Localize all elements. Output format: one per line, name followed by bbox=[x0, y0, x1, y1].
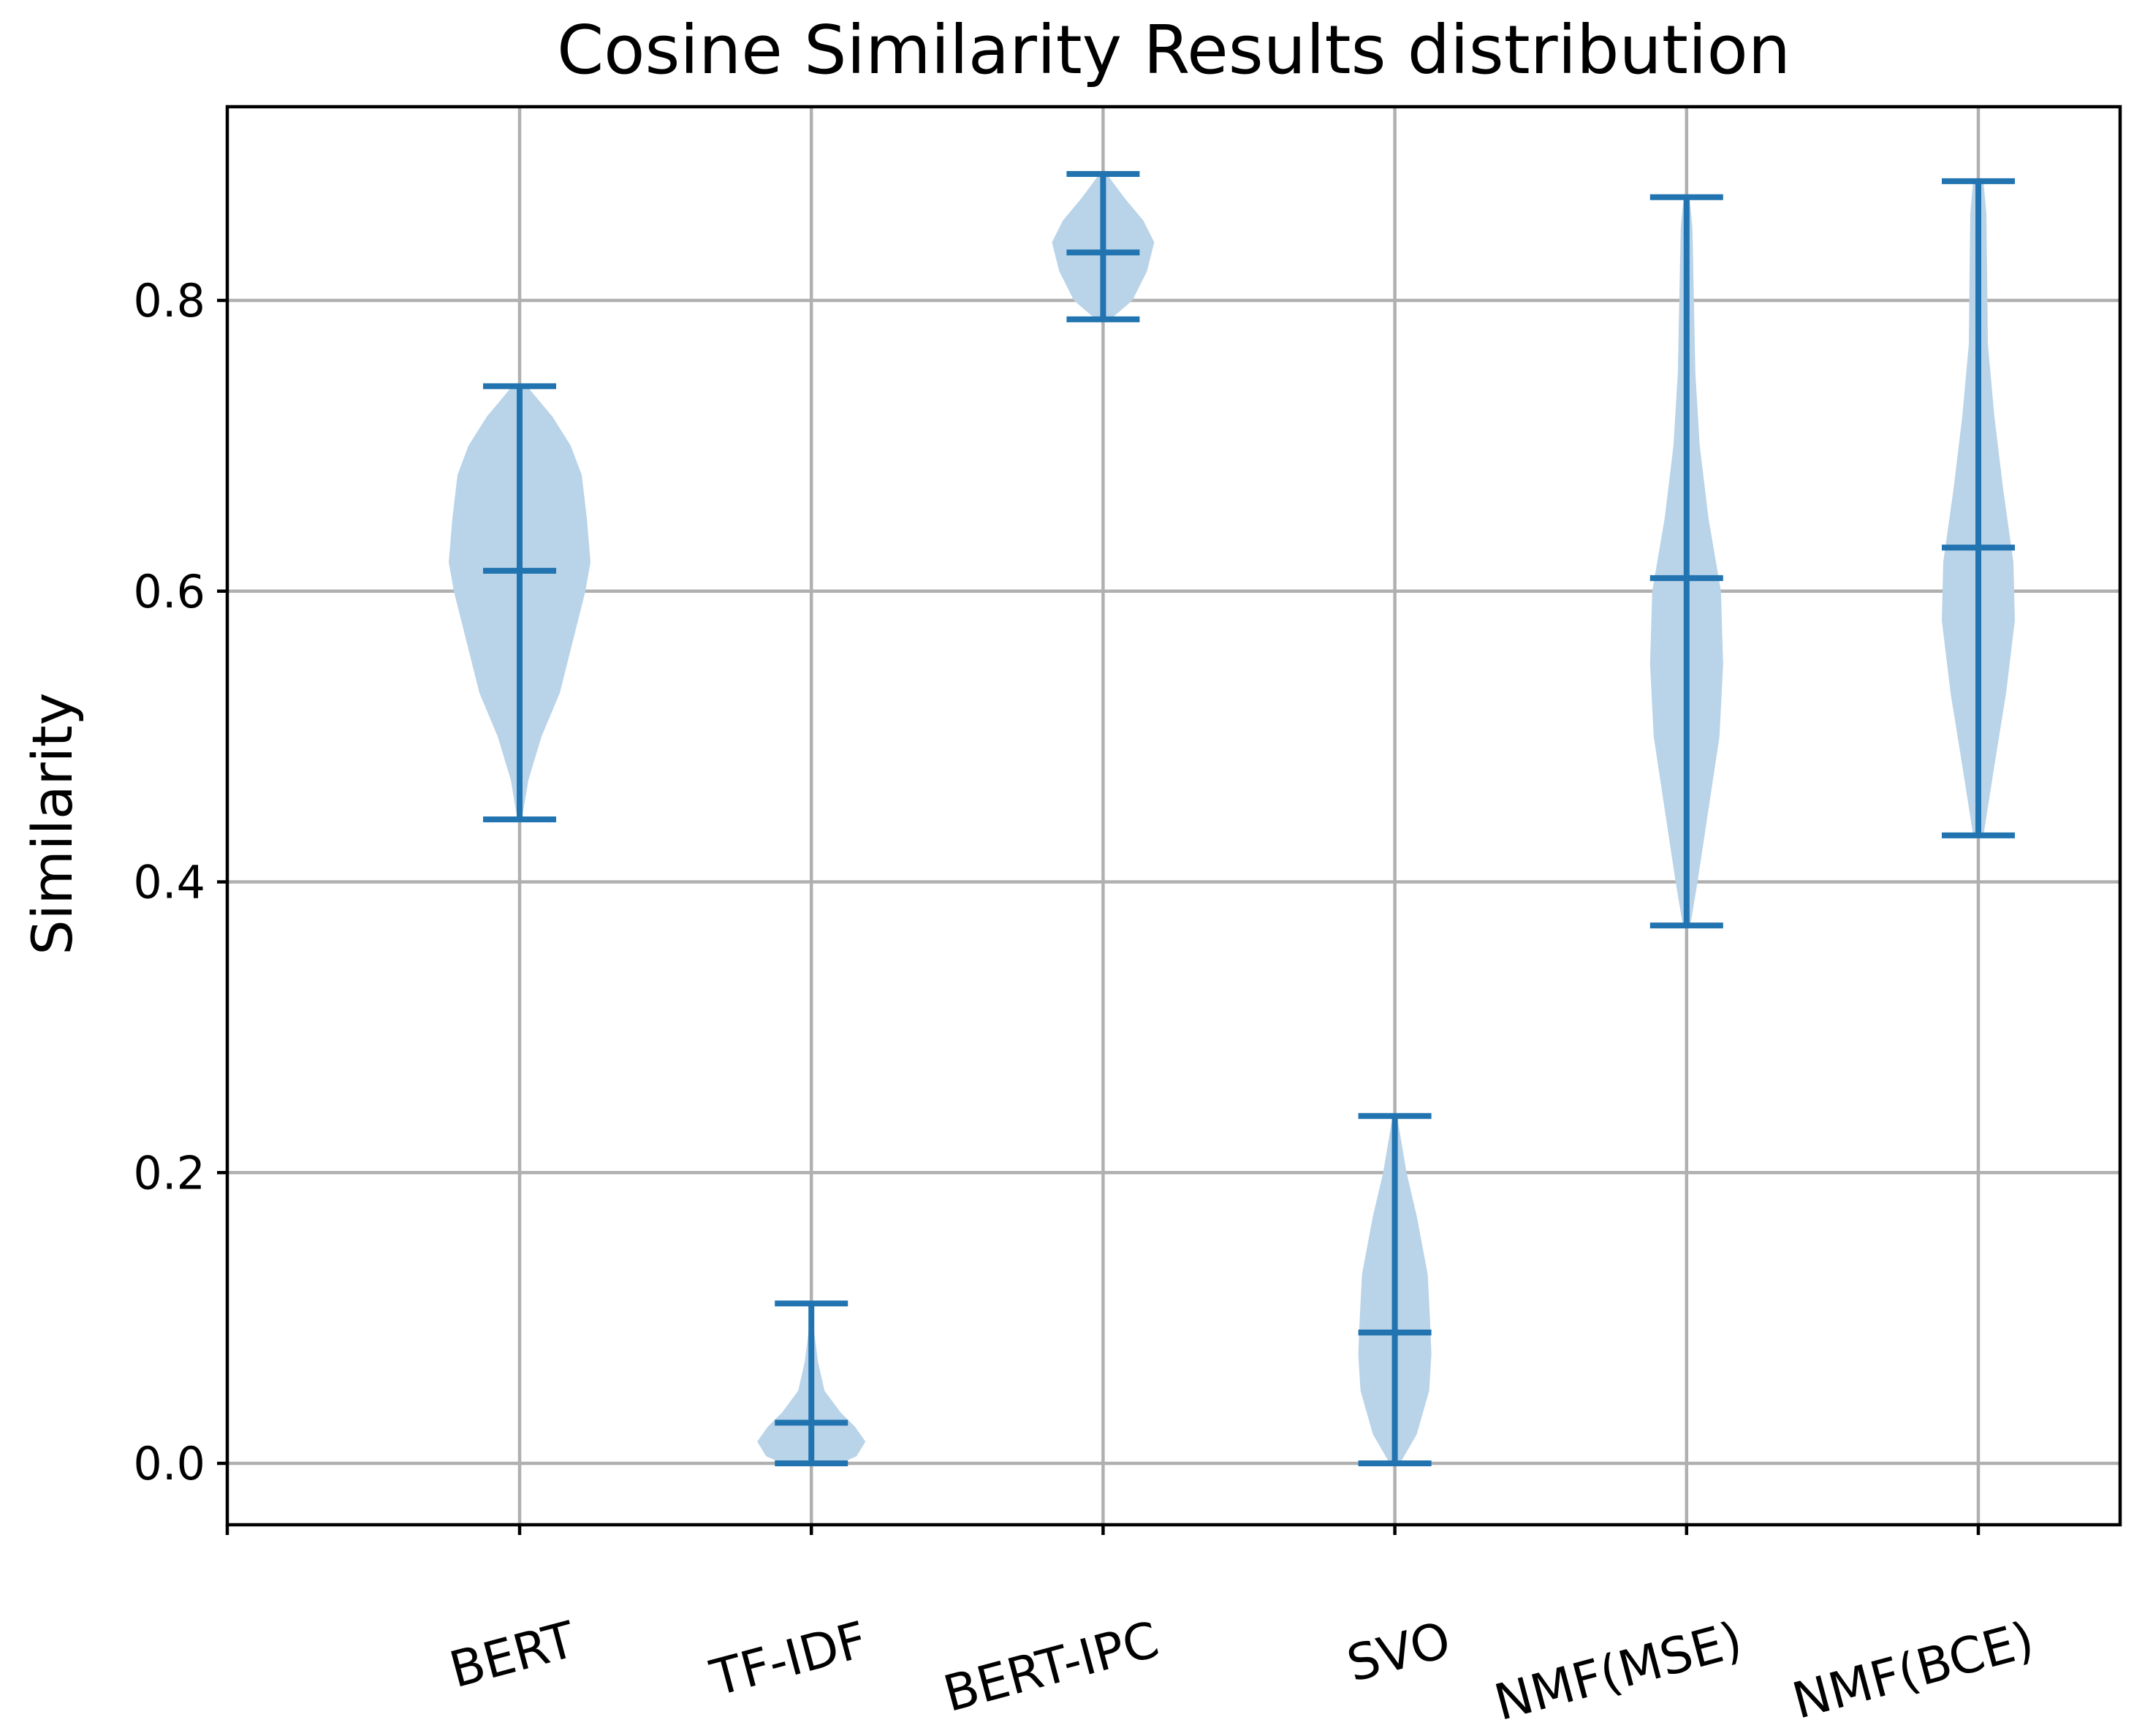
violins bbox=[449, 170, 2015, 1466]
x-tick-label: BERT bbox=[444, 1611, 581, 1699]
x-tick-label: BERT-IPC bbox=[938, 1611, 1165, 1724]
y-tick-label: 0.0 bbox=[133, 1437, 205, 1490]
y-tick-label: 0.4 bbox=[133, 856, 205, 909]
y-tick-label: 0.8 bbox=[133, 274, 205, 327]
x-tick-label: NMF(MSE) bbox=[1489, 1611, 1748, 1732]
grid bbox=[227, 107, 2120, 1525]
y-axis-label: Similarity bbox=[20, 692, 85, 955]
x-tick-label: NMF(BCE) bbox=[1787, 1611, 2040, 1731]
x-tick-label: TF-IDF bbox=[705, 1611, 873, 1708]
chart-title: Cosine Similarity Results distribution bbox=[557, 11, 1791, 89]
x-tick-label: SVO bbox=[1341, 1611, 1457, 1694]
axes: 0.0 0.2 0.4 0.6 0.8 BERT TF-IDF BERT-IPC SVO NMF(… bbox=[133, 274, 2040, 1732]
plot-frame bbox=[225, 105, 2122, 1527]
y-tick-label: 0.6 bbox=[133, 565, 205, 618]
y-tick-label: 0.2 bbox=[133, 1146, 205, 1199]
